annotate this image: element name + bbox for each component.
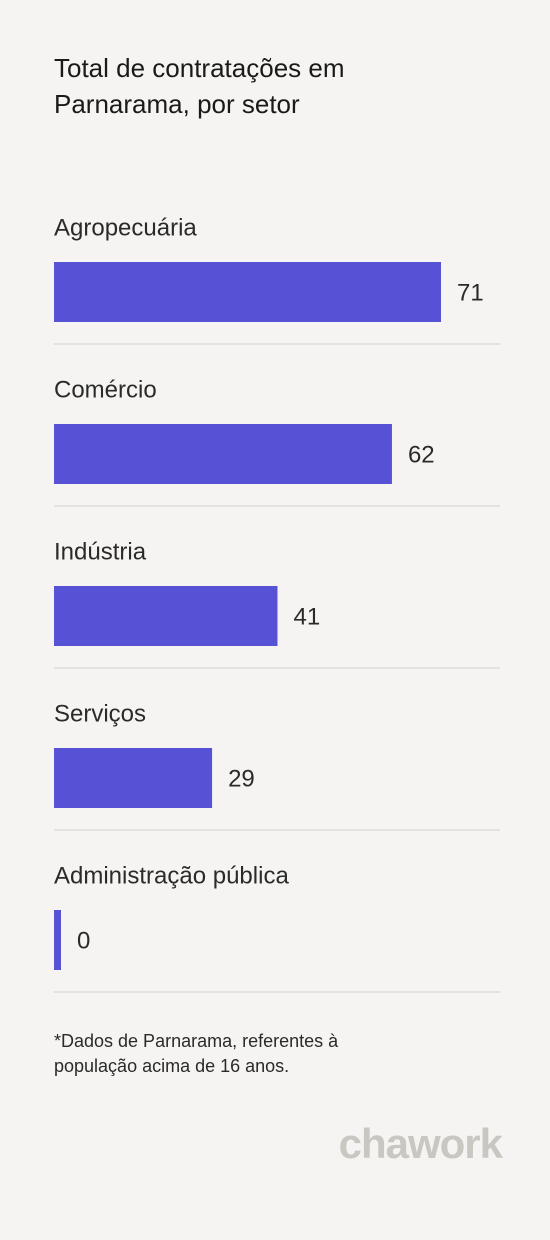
bar (54, 748, 213, 808)
chart: Agropecuária 71 Comércio 62 Indústria 41 Servi… (54, 214, 500, 993)
category-label: Serviços (54, 700, 146, 727)
value-label: 71 (457, 279, 484, 306)
value-label: 0 (77, 927, 90, 954)
bar (54, 586, 278, 646)
bar (54, 262, 441, 322)
brand-logo: chawork (338, 1120, 503, 1167)
footnote: *Dados de Parnarama, referentes à popula… (54, 1031, 339, 1076)
value-label: 41 (293, 603, 320, 630)
chart-title: Total de contratações em Parnarama, por … (54, 53, 345, 119)
category-label: Administração pública (54, 862, 289, 889)
category-label: Comércio (54, 376, 157, 403)
value-label: 29 (228, 765, 255, 792)
category-label: Agropecuária (54, 214, 197, 241)
bar (54, 910, 61, 970)
bar (54, 424, 392, 484)
value-label: 62 (408, 441, 435, 468)
category-label: Indústria (54, 538, 147, 565)
